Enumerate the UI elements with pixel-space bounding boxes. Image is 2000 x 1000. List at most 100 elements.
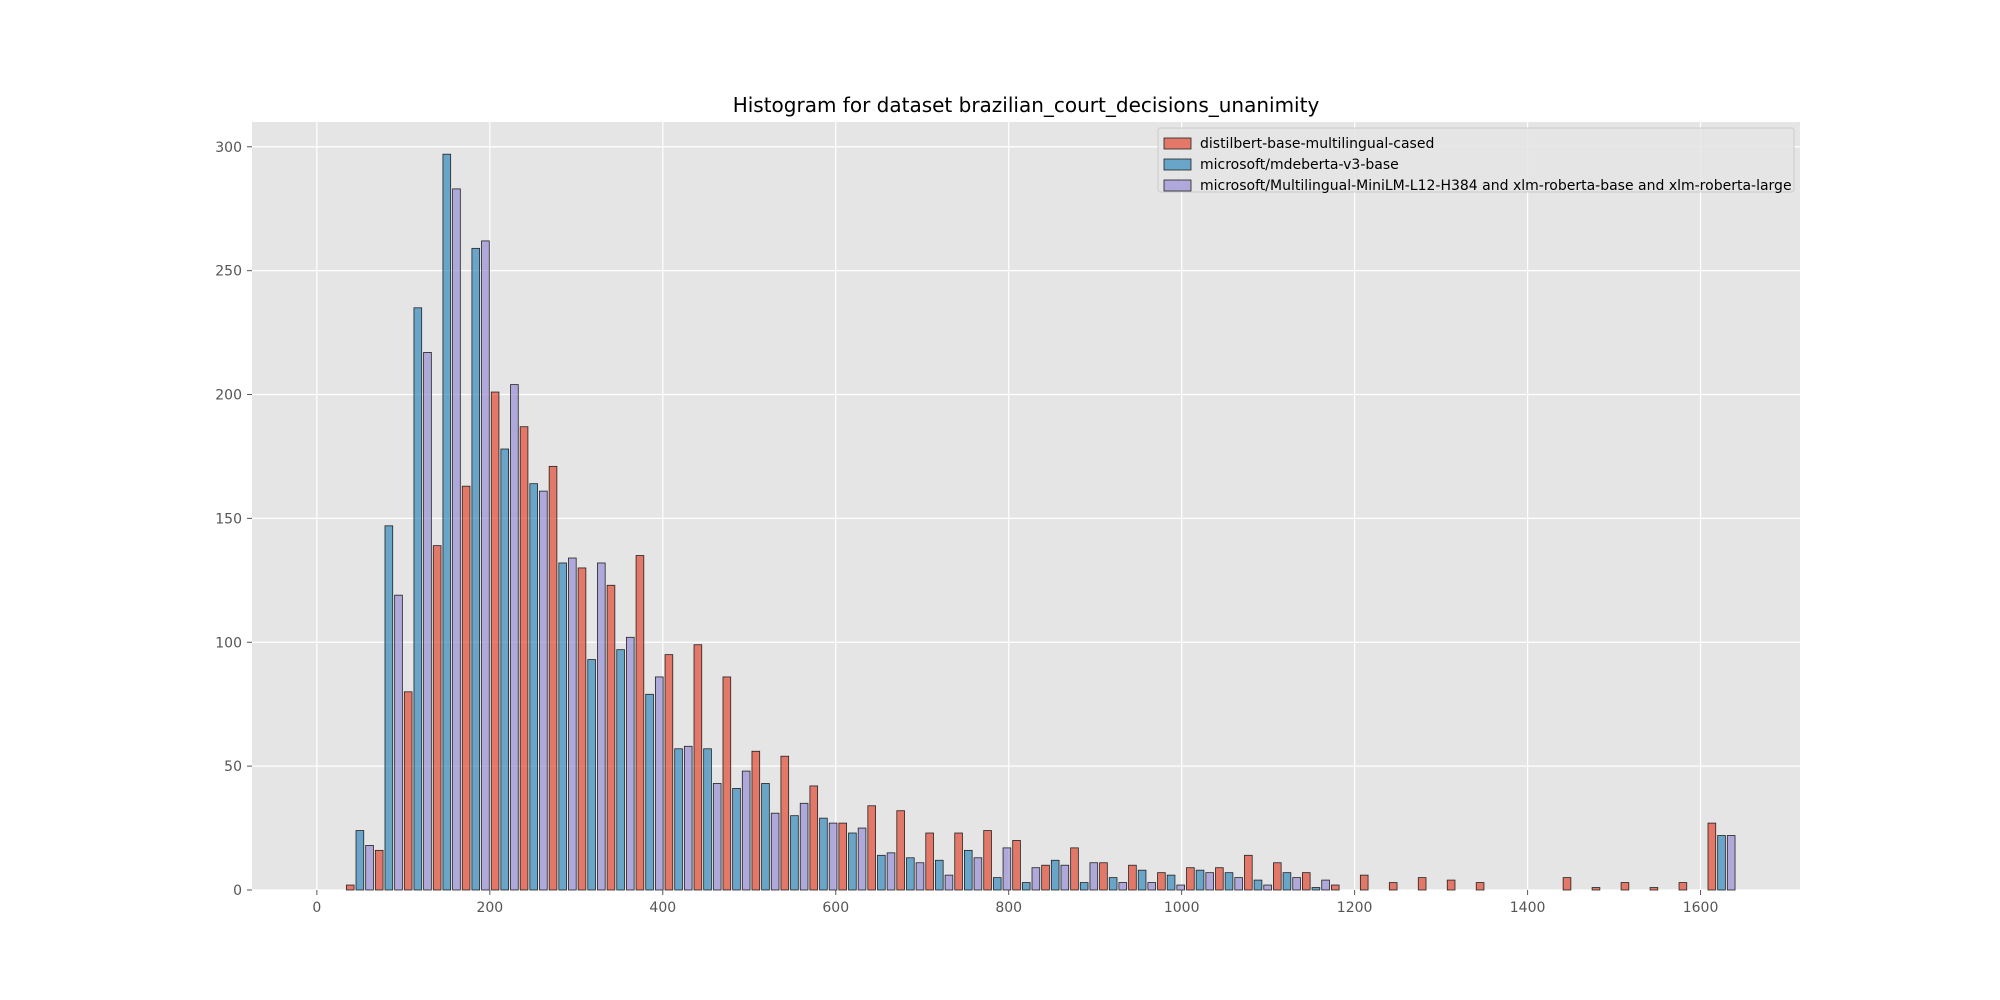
legend-label: distilbert-base-multilingual-cased <box>1200 136 1434 152</box>
histogram-bar <box>500 448 510 891</box>
y-tick-label: 250 <box>215 264 242 280</box>
histogram-bar <box>1031 867 1041 891</box>
histogram-bar <box>1021 882 1031 891</box>
histogram-bar <box>606 584 616 891</box>
histogram-bar <box>751 750 761 891</box>
x-tick-label: 600 <box>822 900 849 916</box>
x-tick-label: 1000 <box>1164 900 1200 916</box>
histogram-bar <box>809 785 819 891</box>
x-tick-label: 1600 <box>1683 900 1719 916</box>
histogram-bar <box>1050 859 1060 891</box>
histogram-bar <box>732 788 741 891</box>
histogram-bar <box>828 822 838 891</box>
histogram-bar <box>452 188 461 891</box>
histogram-bar <box>964 849 973 891</box>
histogram-bar <box>365 845 374 891</box>
histogram-bar <box>1726 835 1736 891</box>
histogram-bar <box>838 822 847 891</box>
histogram-bar <box>423 351 432 891</box>
histogram-bar <box>1253 879 1263 891</box>
histogram-bar <box>626 636 635 891</box>
histogram-bar <box>403 691 413 891</box>
histogram-bar <box>1176 884 1185 891</box>
histogram-bar <box>1166 874 1176 891</box>
histogram-bar <box>1359 874 1369 891</box>
histogram-bar <box>461 485 471 891</box>
histogram-bar <box>1224 872 1234 891</box>
histogram-bar <box>539 490 548 891</box>
histogram-bar <box>712 783 722 891</box>
histogram-bar <box>490 391 500 891</box>
y-tick-label: 200 <box>215 388 242 404</box>
x-axis: 0 200 400 600 800 1000 1200 1400 1600 <box>312 890 1718 916</box>
y-tick-label: 100 <box>215 635 242 651</box>
legend: distilbert-base-multilingual-cased micros… <box>1157 127 1795 194</box>
histogram-bar <box>1070 847 1079 891</box>
histogram-bar <box>645 693 654 891</box>
plot-area <box>252 122 1800 890</box>
legend-box <box>1157 127 1795 193</box>
histogram-bar <box>1330 884 1340 891</box>
histogram-bar <box>683 745 693 891</box>
histogram-bar <box>587 659 596 891</box>
histogram-bar <box>1282 872 1292 891</box>
histogram-bar <box>954 832 963 891</box>
y-tick-label: 150 <box>215 511 242 527</box>
histogram-bar <box>973 857 983 891</box>
histogram-bar <box>1244 854 1253 891</box>
histogram-bar <box>1263 884 1272 891</box>
histogram-bar <box>1388 882 1398 891</box>
x-tick-label: 200 <box>476 900 503 916</box>
histogram-bar <box>529 483 538 891</box>
histogram-bar <box>577 567 587 891</box>
histogram-bar <box>1292 877 1301 891</box>
x-tick-label: 1400 <box>1510 900 1546 916</box>
histogram-bar <box>867 805 876 891</box>
histogram-bar <box>1137 869 1147 891</box>
histogram-bar <box>1002 847 1012 891</box>
histogram-bar <box>1128 864 1137 891</box>
histogram-bar <box>1041 864 1050 891</box>
x-tick-label: 0 <box>312 900 321 916</box>
y-tick-label: 0 <box>233 883 242 899</box>
histogram-bar <box>1215 867 1224 891</box>
histogram-bar <box>703 748 712 891</box>
histogram-bar <box>1717 835 1726 891</box>
histogram-bar <box>1620 882 1630 891</box>
histogram-bar <box>1118 882 1128 891</box>
histogram-bar <box>394 594 403 891</box>
x-tick-label: 400 <box>649 900 676 916</box>
histogram-bar <box>790 815 799 891</box>
histogram-bar <box>1446 879 1456 891</box>
histogram-bar <box>857 827 867 891</box>
histogram-bar <box>896 810 905 891</box>
histogram-bar <box>1591 887 1601 891</box>
histogram-bar <box>1234 877 1243 891</box>
histogram-bar <box>1475 882 1485 891</box>
histogram-bar <box>770 812 780 891</box>
histogram-bar <box>654 676 664 891</box>
histogram-bar <box>1079 882 1089 891</box>
histogram-bar <box>1060 864 1070 891</box>
legend-swatch <box>1163 158 1192 171</box>
histogram-bar <box>597 562 606 891</box>
histogram-bar <box>384 525 394 891</box>
histogram-bar <box>1108 877 1118 891</box>
histogram-bar <box>616 649 625 891</box>
histogram-bar <box>1649 887 1659 891</box>
histogram-bar <box>1273 862 1282 891</box>
histogram-bar <box>1186 867 1195 891</box>
histogram-bar <box>471 247 481 891</box>
histogram-bar <box>848 832 857 891</box>
histogram-bar <box>413 307 423 891</box>
histogram-bar <box>1012 840 1021 891</box>
histogram-bar <box>886 852 896 891</box>
histogram-bar <box>819 817 828 891</box>
bars <box>345 153 1736 891</box>
x-tick-label: 800 <box>995 900 1022 916</box>
histogram-bar <box>568 557 577 891</box>
histogram-bar <box>442 153 452 891</box>
legend-label: microsoft/Multilingual-MiniLM-L12-H384 a… <box>1200 178 1792 194</box>
histogram-bar <box>935 859 944 891</box>
